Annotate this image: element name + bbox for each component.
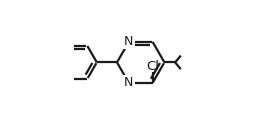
Text: N: N — [124, 35, 134, 48]
Text: N: N — [124, 76, 134, 89]
Text: Cl: Cl — [147, 60, 160, 73]
